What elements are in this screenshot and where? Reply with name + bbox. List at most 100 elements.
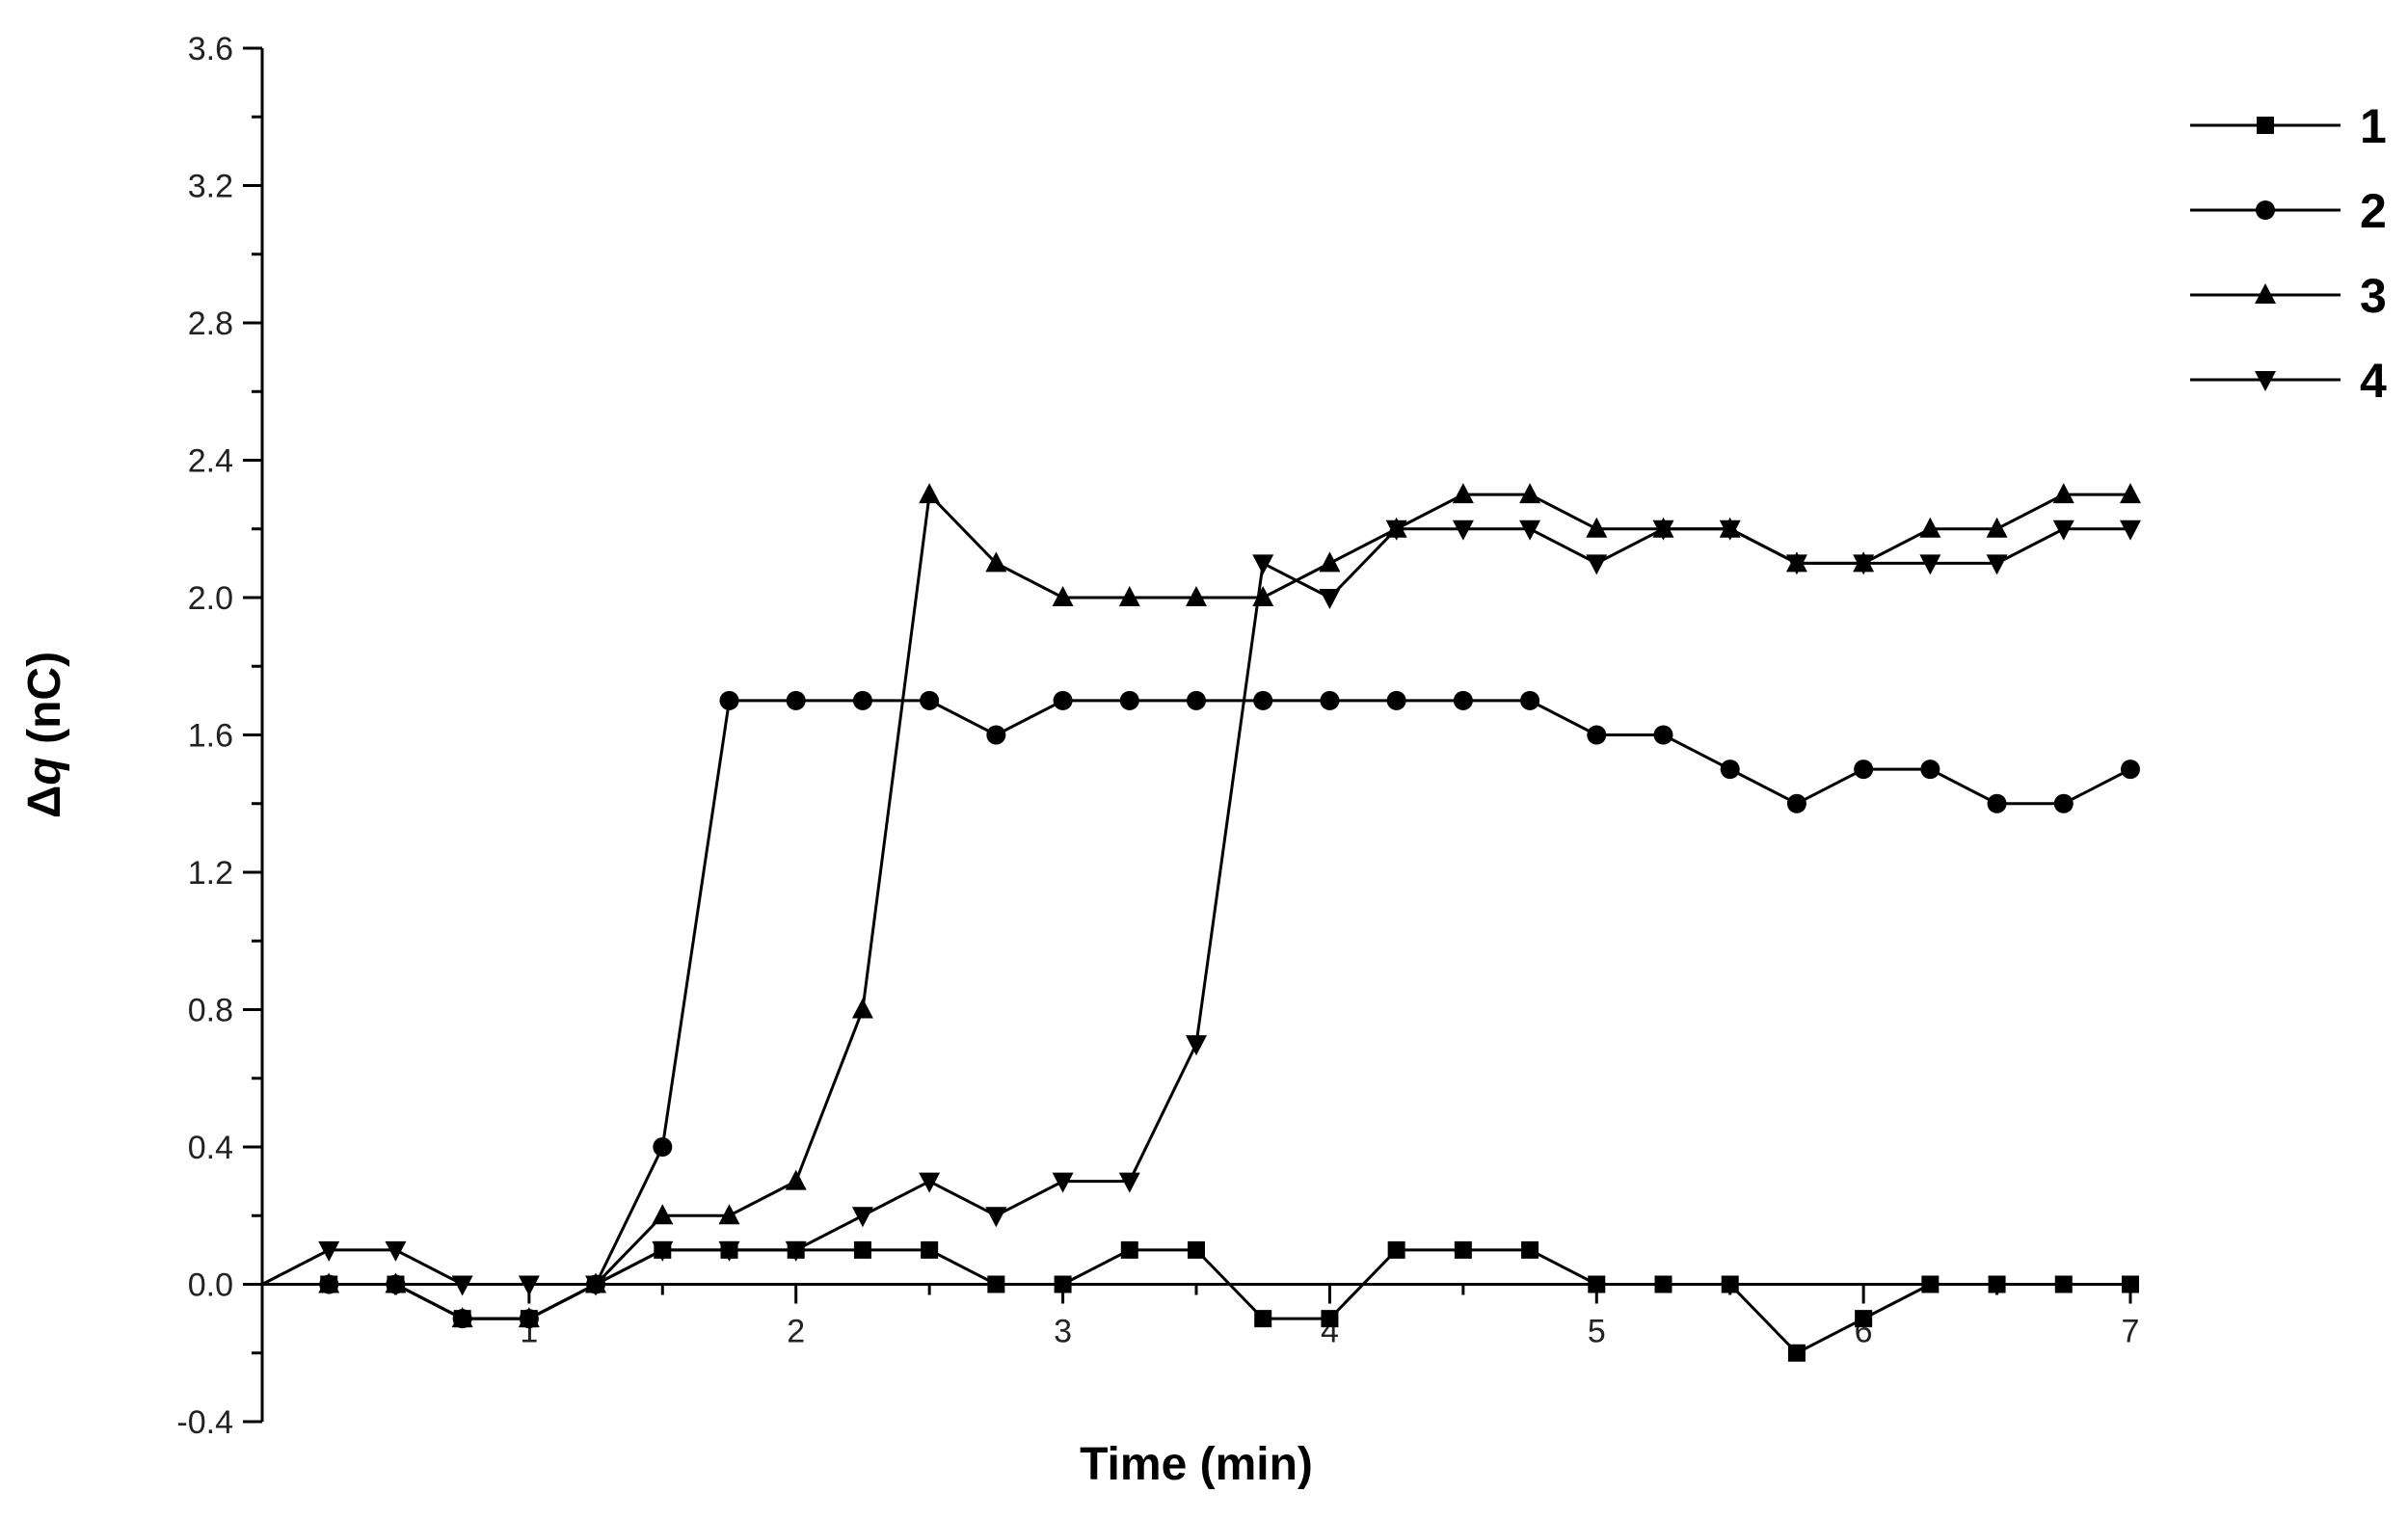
- data-point-1: [2122, 1275, 2139, 1293]
- legend-marker: [2255, 283, 2276, 304]
- data-point-4: [451, 1275, 473, 1296]
- data-point-2: [1253, 690, 1273, 710]
- data-point-2: [2053, 793, 2074, 813]
- series-line-2: [262, 699, 2131, 1320]
- data-point-4: [385, 1240, 407, 1262]
- data-point-2: [1987, 793, 2007, 813]
- data-point-4: [1052, 1172, 1074, 1193]
- legend-label: 4: [2360, 354, 2387, 408]
- data-point-4: [919, 1172, 941, 1193]
- y-tick-label: -0.4: [176, 1404, 233, 1441]
- x-tick-label: 7: [2122, 1314, 2140, 1350]
- legend-label: 2: [2360, 184, 2387, 238]
- y-axis-title: Δq (nC): [19, 652, 70, 818]
- data-point-3: [2052, 483, 2074, 504]
- data-point-4: [518, 1275, 540, 1296]
- y-tick-label: 0.8: [188, 993, 233, 1029]
- legend-item-3: 3: [2190, 269, 2387, 323]
- y-tick-label: 2.0: [188, 580, 233, 617]
- data-point-4: [1785, 554, 1807, 575]
- data-point-4: [1385, 520, 1407, 541]
- legend-marker: [2256, 200, 2275, 220]
- data-point-4: [318, 1240, 340, 1262]
- legend-marker: [2255, 371, 2276, 391]
- data-point-1: [921, 1240, 939, 1259]
- data-point-3: [1118, 586, 1140, 606]
- data-point-2: [1920, 760, 1940, 780]
- y-axis-ticks: -0.4 0.0 0.4 0.8 1.2 1.6 2.0 2.4 2.8 3.2 3.6: [176, 31, 262, 1441]
- data-point-3: [1186, 586, 1207, 606]
- data-point-2: [852, 690, 872, 710]
- data-point-1: [987, 1275, 1005, 1293]
- data-point-2: [1053, 690, 1073, 710]
- data-point-4: [2052, 520, 2074, 541]
- y-tick-label: 0.4: [188, 1130, 233, 1166]
- legend: 1 2 3 4: [2190, 99, 2387, 408]
- data-point-2: [1786, 793, 1806, 813]
- data-point-2: [1453, 690, 1473, 710]
- data-point-3: [1052, 586, 1074, 606]
- y-axis-title-symbol: Δ: [19, 786, 70, 819]
- data-point-4: [985, 1207, 1007, 1228]
- data-point-1: [1721, 1275, 1739, 1293]
- y-axis-title-variable: q: [19, 757, 70, 785]
- series-3: [262, 483, 2141, 1328]
- data-point-1: [1588, 1275, 1606, 1293]
- data-point-1: [2054, 1275, 2073, 1293]
- legend-label: 3: [2360, 269, 2387, 323]
- data-point-2: [786, 690, 806, 710]
- data-point-3: [919, 483, 941, 504]
- data-point-3: [985, 551, 1007, 573]
- data-point-3: [718, 1204, 740, 1225]
- x-tick-label: 5: [1588, 1314, 1606, 1350]
- data-point-4: [1319, 589, 1341, 609]
- data-point-1: [1454, 1240, 1472, 1259]
- data-point-2: [1520, 690, 1540, 710]
- data-point-3: [1986, 517, 2008, 538]
- data-point-3: [785, 1169, 807, 1190]
- series-line-1: [262, 1248, 2130, 1355]
- data-point-2: [1119, 690, 1139, 710]
- data-point-4: [1586, 554, 1608, 575]
- data-point-4: [1652, 520, 1674, 541]
- data-point-3: [318, 1272, 340, 1293]
- data-point-1: [1188, 1240, 1205, 1259]
- legend-item-4: 4: [2190, 354, 2387, 408]
- data-point-3: [1519, 483, 1541, 504]
- data-point-1: [1387, 1240, 1405, 1259]
- data-point-4: [2120, 520, 2141, 541]
- data-point-3: [2120, 483, 2141, 504]
- data-point-4: [1919, 554, 1941, 575]
- data-point-2: [1653, 725, 1673, 745]
- y-tick-label: 1.6: [188, 718, 233, 755]
- data-point-1: [1254, 1310, 1272, 1328]
- y-tick-label: 1.2: [188, 855, 233, 892]
- data-point-2: [1587, 725, 1607, 745]
- legend-marker: [2257, 117, 2274, 134]
- data-point-3: [1919, 517, 1941, 538]
- data-point-2: [719, 690, 739, 710]
- data-point-4: [1853, 554, 1875, 575]
- x-tick-label: 3: [1054, 1314, 1072, 1350]
- data-point-4: [1719, 520, 1741, 541]
- data-point-2: [653, 1137, 673, 1157]
- data-point-1: [1988, 1275, 2006, 1293]
- data-point-4: [1986, 554, 2008, 575]
- data-point-3: [451, 1307, 473, 1328]
- y-tick-label: 2.8: [188, 306, 233, 342]
- y-tick-label: 3.2: [188, 169, 233, 205]
- data-point-3: [518, 1307, 540, 1328]
- data-point-4: [1118, 1172, 1140, 1193]
- x-axis-title: Time (min): [1080, 1439, 1313, 1490]
- data-point-3: [851, 998, 873, 1019]
- data-point-3: [1319, 551, 1341, 573]
- data-point-4: [1186, 1035, 1207, 1056]
- data-point-4: [652, 1240, 674, 1262]
- data-point-1: [1054, 1275, 1072, 1293]
- data-point-4: [718, 1240, 740, 1262]
- data-point-1: [1120, 1240, 1138, 1259]
- data-point-1: [1321, 1310, 1339, 1328]
- x-tick-label: 2: [787, 1314, 805, 1350]
- data-point-1: [1921, 1275, 1940, 1293]
- series-4: [261, 520, 2141, 1296]
